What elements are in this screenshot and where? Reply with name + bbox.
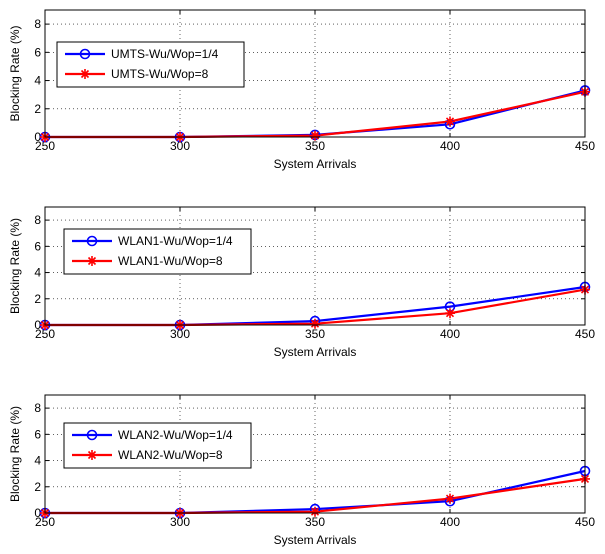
legend-entry-label: UMTS-Wu/Wop=8	[111, 67, 209, 81]
axes-box	[44, 394, 586, 514]
y-tick-label: 6	[34, 45, 41, 59]
x-tick-label: 450	[575, 327, 595, 341]
y-axis-label: Blocking Rate (%)	[8, 406, 22, 502]
y-tick-label: 8	[34, 401, 41, 415]
legend: UMTS-Wu/Wop=1/4 UMTS-Wu/Wop=8	[56, 41, 245, 88]
legend-entry-label: WLAN2-Wu/Wop=8	[118, 448, 223, 462]
y-axis-label: Blocking Rate (%)	[8, 25, 22, 121]
y-tick-label: 8	[34, 213, 41, 227]
legend-entry-label: WLAN2-Wu/Wop=1/4	[118, 428, 233, 442]
legend-entry-label: WLAN1-Wu/Wop=8	[118, 254, 223, 268]
y-tick-label: 2	[34, 480, 41, 494]
y-tick-label: 6	[34, 239, 41, 253]
x-tick-label: 450	[575, 139, 595, 153]
y-tick-label: 0	[34, 318, 41, 332]
y-tick-label: 0	[34, 506, 41, 520]
legend-entry-label: WLAN1-Wu/Wop=1/4	[118, 234, 233, 248]
x-tick-label: 300	[170, 327, 190, 341]
y-tick-label: 4	[34, 454, 41, 468]
chart-panel-1: 250 300 350 400 450 0 2 4 6 8 System Arrivals Block…	[8, 9, 595, 171]
legend-swatch-marker	[79, 48, 91, 60]
x-tick-label: 250	[35, 139, 55, 153]
chart-panel-3: 250 300 350 400 450 0 2 4 6 8 System Arrivals Block…	[8, 394, 595, 547]
y-tick-label: 2	[34, 102, 41, 116]
legend-box	[63, 228, 252, 275]
legend-swatch-marker	[86, 429, 98, 441]
y-tick-label: 4	[34, 74, 41, 88]
x-tick-label: 350	[305, 327, 325, 341]
x-tick-label: 350	[305, 515, 325, 529]
y-tick-label: 4	[34, 266, 41, 280]
x-tick-label: 250	[35, 327, 55, 341]
y-tick-label: 0	[34, 130, 41, 144]
x-axis-label: System Arrivals	[274, 345, 357, 359]
data-point-2	[310, 506, 320, 517]
x-axis-label: System Arrivals	[274, 533, 357, 547]
y-tick-label: 6	[34, 427, 41, 441]
legend: WLAN2-Wu/Wop=1/4 WLAN2-Wu/Wop=8	[63, 422, 252, 469]
legend-box	[56, 41, 245, 88]
data-point-2	[445, 493, 455, 504]
data-point-2	[445, 308, 455, 319]
legend-swatch-marker	[80, 69, 90, 79]
y-tick-label: 2	[34, 292, 41, 306]
legend: WLAN1-Wu/Wop=1/4 WLAN1-Wu/Wop=8	[63, 228, 252, 275]
y-axis-label: Blocking Rate (%)	[8, 218, 22, 314]
data-point-2	[445, 116, 455, 127]
x-tick-label: 300	[170, 139, 190, 153]
x-tick-label: 400	[440, 515, 460, 529]
x-tick-label: 300	[170, 515, 190, 529]
axes-box	[44, 9, 586, 138]
legend-swatch-marker	[87, 450, 97, 460]
legend-swatch-marker	[87, 256, 97, 266]
axes-box	[44, 206, 586, 326]
legend-entry-label: UMTS-Wu/Wop=1/4	[111, 47, 219, 61]
x-axis-label: System Arrivals	[274, 157, 357, 171]
data-point-2	[310, 130, 320, 141]
x-tick-label: 350	[305, 139, 325, 153]
x-tick-label: 450	[575, 515, 595, 529]
x-tick-label: 250	[35, 515, 55, 529]
x-tick-label: 400	[440, 139, 460, 153]
data-point-2	[310, 318, 320, 329]
legend-swatch-marker	[86, 235, 98, 247]
chart-panel-2: 250 300 350 400 450 0 2 4 6 8 System Arrivals Block…	[8, 206, 595, 359]
y-tick-label: 8	[34, 17, 41, 31]
x-tick-label: 400	[440, 327, 460, 341]
legend-box	[63, 422, 252, 469]
